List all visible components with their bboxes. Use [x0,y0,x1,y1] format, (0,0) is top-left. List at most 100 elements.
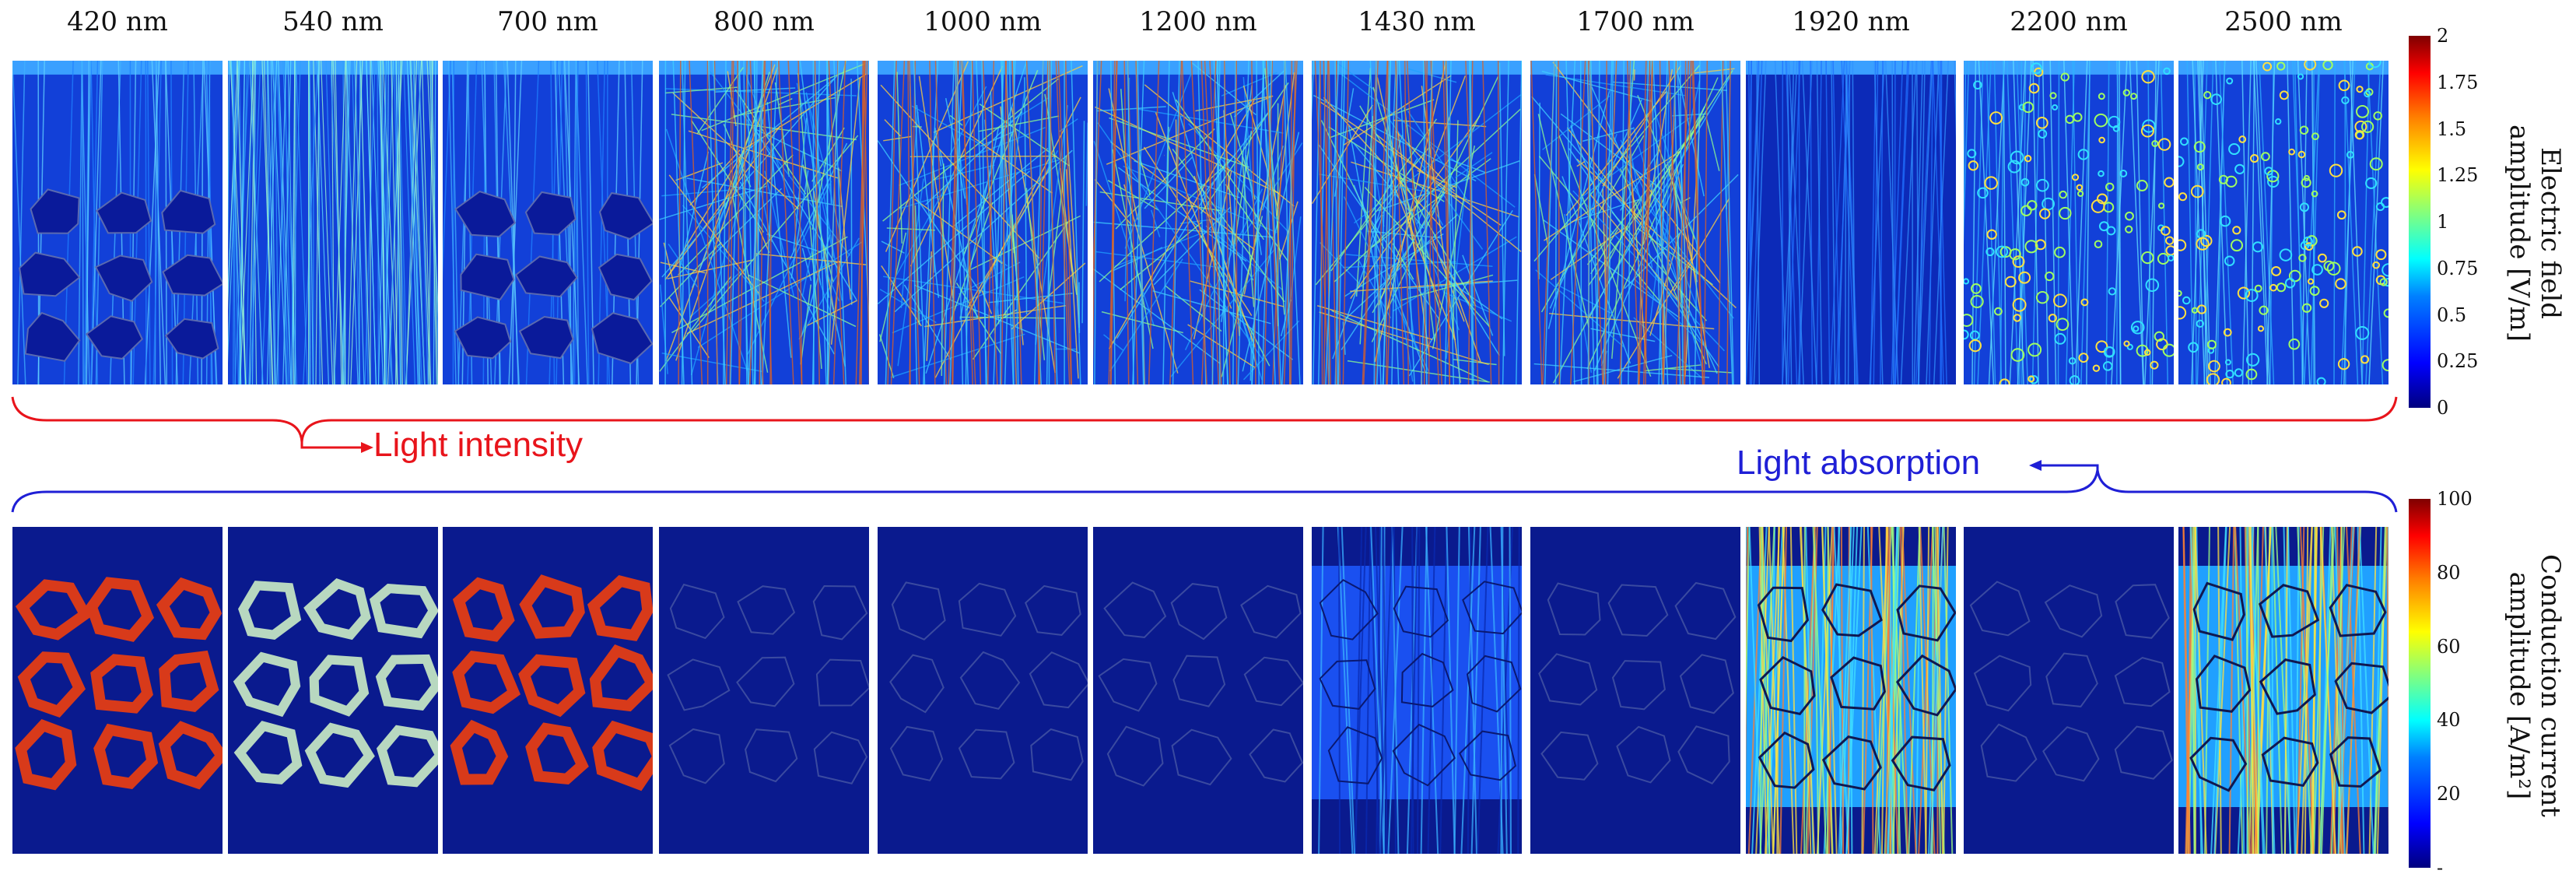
electric-field-colorbar-title: Electric field amplitude [V/m] [2504,125,2566,342]
tissue-cell [309,655,370,717]
bottom-field-map [878,527,1088,854]
bottom-panel [1746,527,1956,854]
field-streak [1430,204,1444,226]
field-streak [1172,92,1257,366]
field-streak [1107,180,1159,211]
interference-ring [2381,359,2388,372]
field-streak [949,61,963,384]
interference-ring [2112,125,2120,132]
electric-field-colorbar [2409,36,2431,408]
field-streak [2255,61,2270,384]
surface-band [2178,61,2388,75]
field-streak [386,61,389,384]
tissue-cell [1895,654,1956,717]
field-streak [2266,61,2276,384]
field-streak [278,61,292,384]
wavelength-label: 800 nm [713,6,815,37]
field-streak [814,61,820,384]
interference-ring [2190,184,2204,198]
field-streak [1679,61,1684,384]
field-streak [1759,527,1775,854]
field-streak [329,61,345,384]
wavelength-label: 2500 nm [2224,6,2343,37]
tissue-cell [591,312,653,365]
wavelength-label: 1700 nm [1576,6,1695,37]
field-streak [807,300,857,326]
field-streak [2191,61,2204,384]
surface-band [1964,61,2174,75]
field-streak [692,135,859,332]
interference-ring [2140,124,2154,138]
field-streak [359,61,371,384]
tissue-cell [85,315,144,360]
field-streak [1350,280,1493,293]
field-streak [1554,61,1558,384]
field-streak [1420,527,1428,854]
field-streak [1065,61,1072,384]
interference-ring [2381,263,2388,277]
conduction-current-colorbar [2409,499,2431,868]
field-streak [1873,527,1889,854]
field-streak [2147,61,2151,384]
field-streak [914,205,920,325]
interference-ring [2372,261,2381,269]
field-streak [2358,527,2374,854]
tissue-cell [598,191,653,240]
field-streak [2349,61,2363,384]
field-streak [934,61,947,384]
interference-ring [2143,349,2151,356]
field-streak [393,61,402,384]
top-field-map [878,61,1088,384]
field-streak [1901,527,1917,854]
interference-ring [2018,271,2031,284]
field-streak [2160,61,2169,384]
field-streak [2129,61,2144,384]
field-streak [691,120,765,233]
field-streak [350,61,363,384]
interference-ring [2206,339,2217,349]
tissue-cell [959,651,1021,710]
field-streak [1638,61,1653,384]
field-streak [384,61,394,384]
interference-ring [2245,368,2258,381]
interference-ring [2178,239,2187,251]
field-streak [1323,61,1329,384]
surface-band [1530,61,1740,75]
interference-ring [2106,226,2116,236]
field-streak [2333,61,2336,384]
field-streak [284,61,292,384]
field-streak [2251,61,2255,384]
field-streak [1123,61,1130,384]
interference-ring [2180,137,2189,146]
field-streak [1449,159,1486,174]
field-streak [916,104,940,298]
field-streak [1039,61,1049,384]
field-streak [1533,174,1549,247]
tissue-cell [2259,658,2316,715]
field-streak [1376,61,1391,384]
colorbar-tick-label: 2 [2437,25,2449,47]
field-streak [1213,61,1229,384]
field-streak [1548,312,1715,330]
tissue-cell [452,577,515,642]
field-streak [2313,527,2325,854]
field-streak [2297,527,2312,854]
field-streak [2194,527,2207,854]
field-streak [1000,61,1015,384]
top-field-map [1964,61,2174,384]
interference-ring [1989,111,2003,125]
interference-ring [2054,246,2066,258]
field-streak [1265,61,1281,384]
field-streak [275,61,289,384]
top-panel [228,61,438,384]
field-streak [828,61,845,384]
field-streak [431,61,438,384]
field-streak [1120,89,1127,156]
bottom-panel [12,527,223,854]
field-streak [1929,61,1934,384]
tissue-cell [514,255,578,298]
field-streak [1094,61,1099,384]
interference-ring [1986,229,1997,240]
tissue-cell [1821,735,1882,791]
field-streak [1516,61,1522,384]
